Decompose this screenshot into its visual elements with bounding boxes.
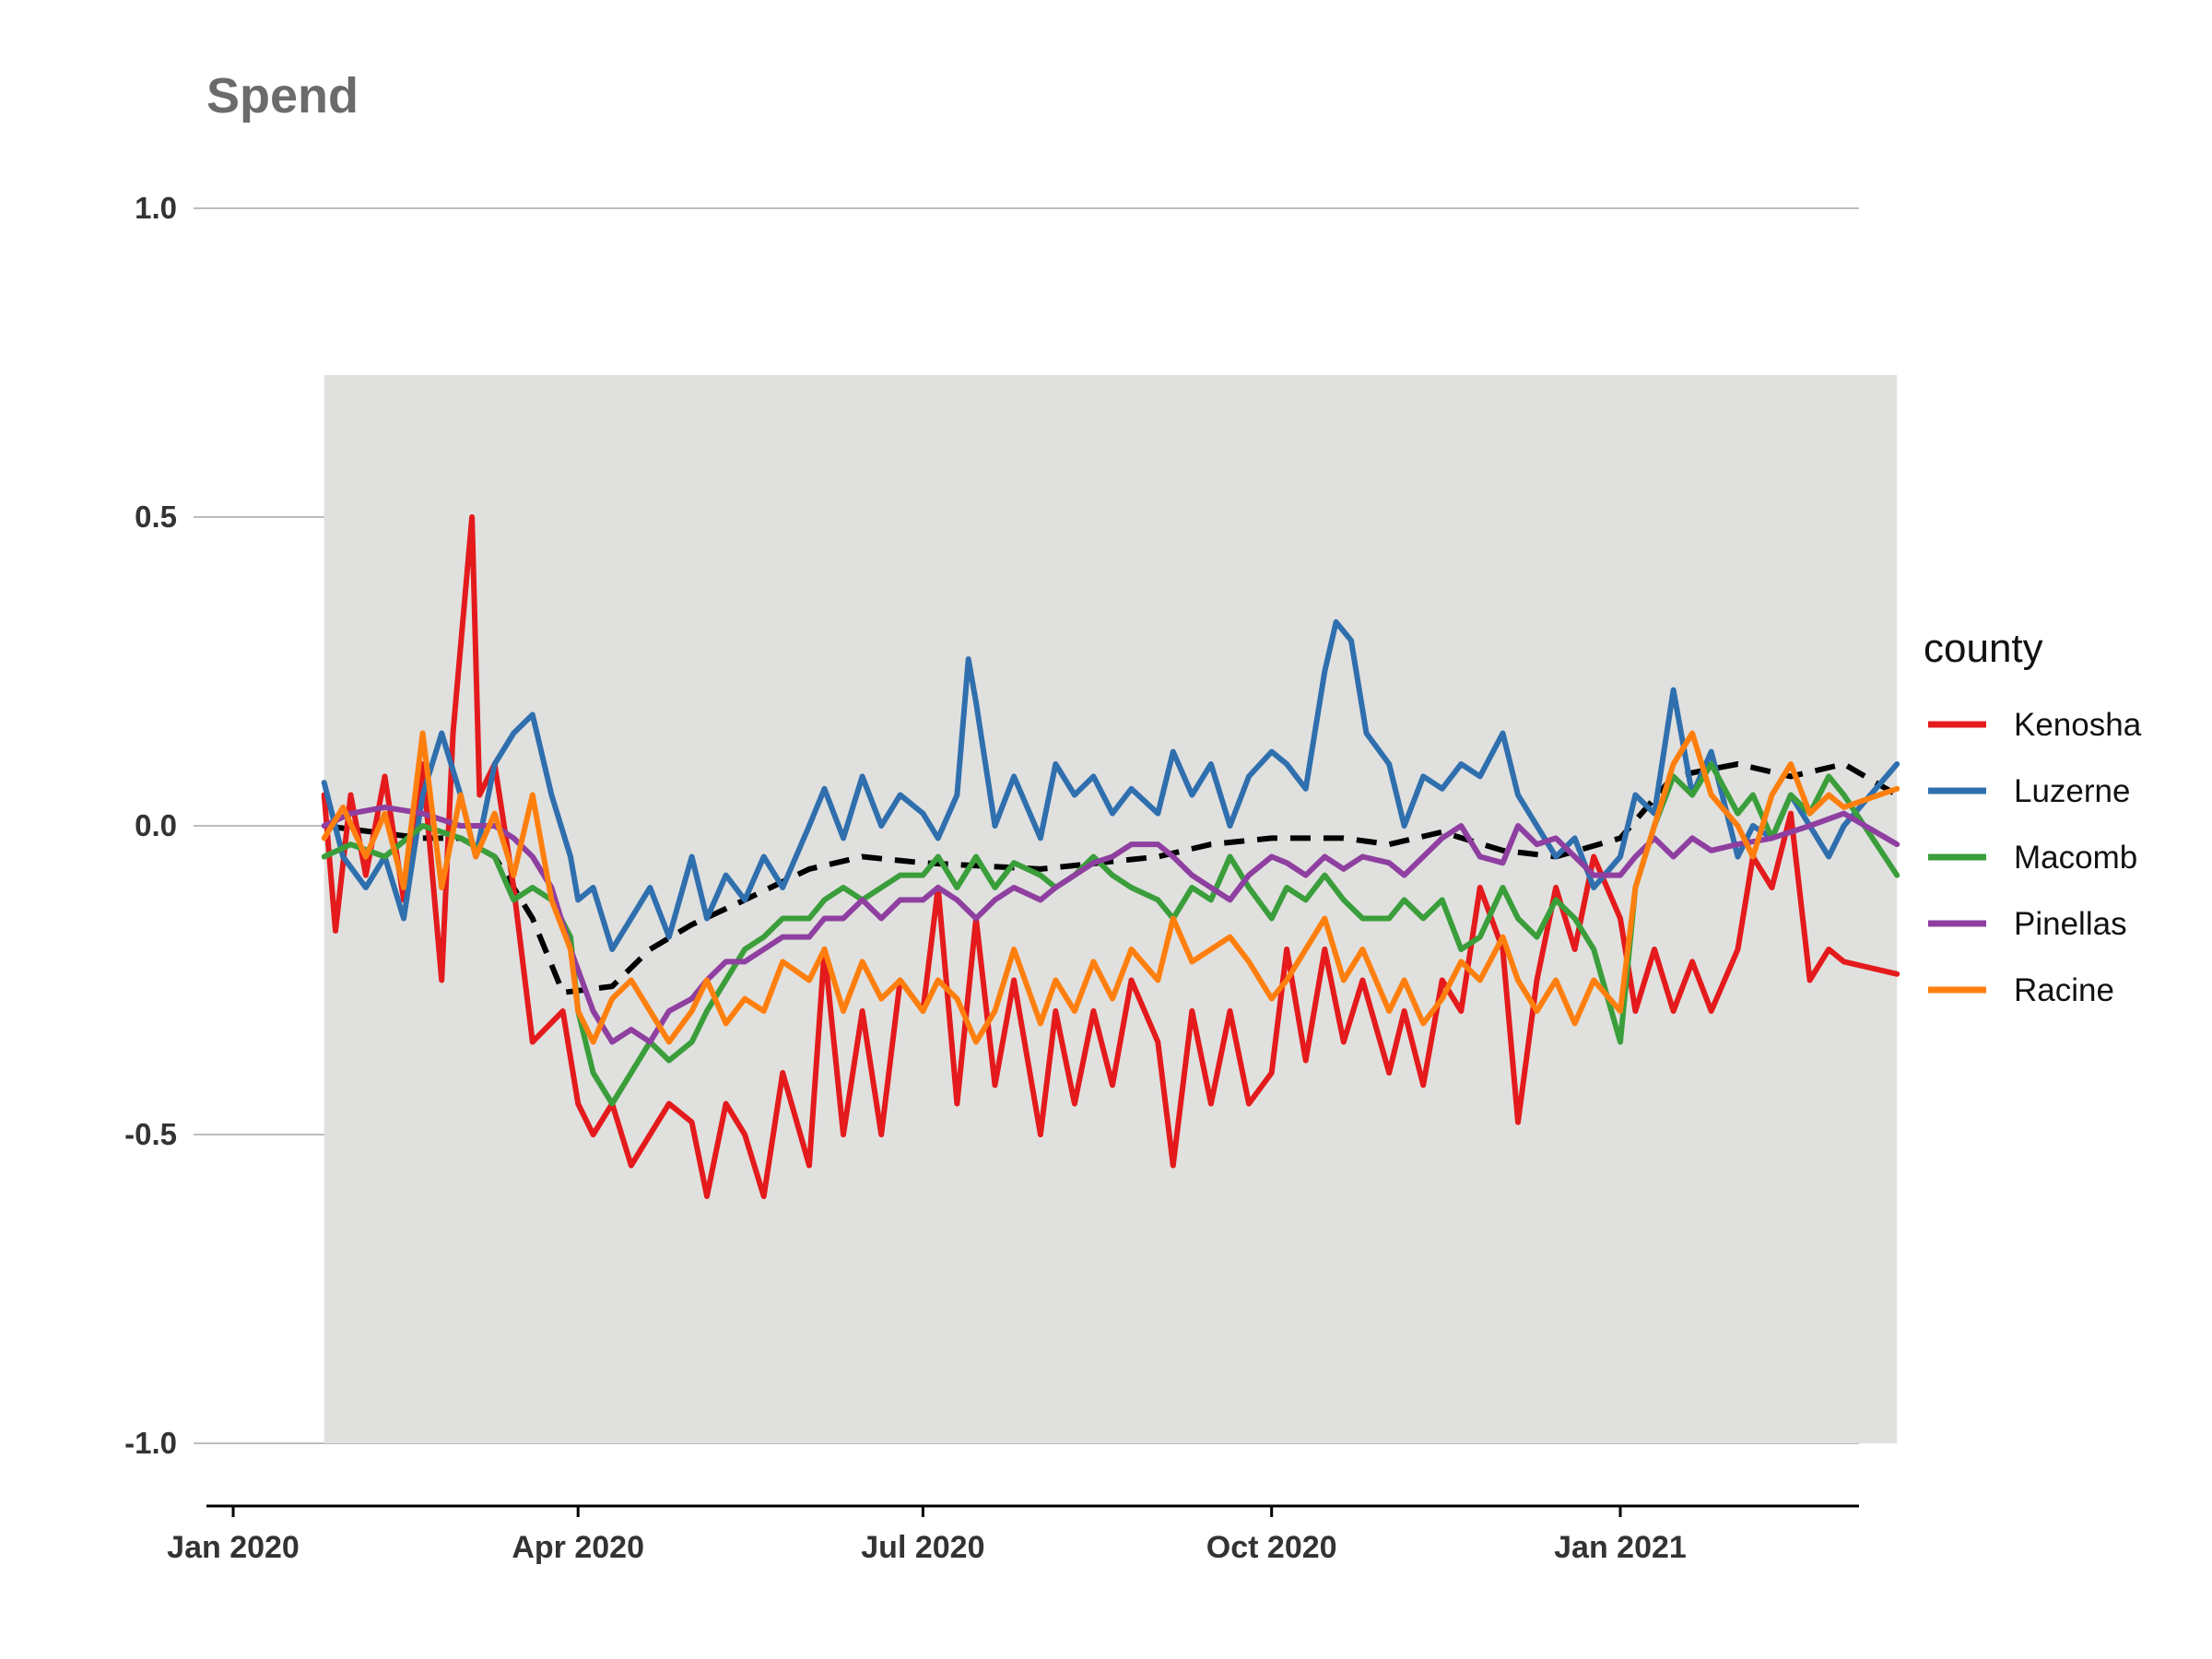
y-tick-label: -1.0 xyxy=(124,1426,177,1460)
series-line-pinellas xyxy=(321,804,1900,1045)
series-line-luzerne xyxy=(321,618,1900,952)
x-tick-label: Jan 2021 xyxy=(1554,1530,1687,1565)
legend-item-luzerne: Luzerne xyxy=(1928,773,2130,809)
y-tick-label: 0.0 xyxy=(135,808,177,842)
x-tick-label: Apr 2020 xyxy=(512,1530,644,1565)
y-tick-label: 0.5 xyxy=(135,500,177,534)
y-tick-labels: 1.0 0.5 0.0 -0.5 -1.0 xyxy=(124,191,177,1460)
y-tick-label: 1.0 xyxy=(135,191,177,225)
legend-items: Kenosha Luzerne Macomb Pinellas Racine xyxy=(1928,707,2142,1008)
legend-label: Luzerne xyxy=(2014,773,2130,809)
legend-item-pinellas: Pinellas xyxy=(1928,906,2127,942)
series-line-macomb xyxy=(321,761,1900,1107)
x-tick-label: Oct 2020 xyxy=(1206,1530,1337,1565)
chart-title: Spend xyxy=(206,68,359,124)
legend-label: Macomb xyxy=(2014,840,2137,876)
legend-item-macomb: Macomb xyxy=(1928,840,2137,876)
series-lines xyxy=(321,514,1900,1199)
legend-item-racine: Racine xyxy=(1928,972,2114,1008)
legend-item-kenosha: Kenosha xyxy=(1928,707,2142,743)
legend-label: Racine xyxy=(2014,972,2114,1008)
x-tick-labels: Jan 2020 Apr 2020 Jul 2020 Oct 2020 Jan 2021 xyxy=(167,1530,1687,1565)
x-tick-label: Jan 2020 xyxy=(167,1530,300,1565)
legend-title: county xyxy=(1924,626,2043,671)
legend-label: Pinellas xyxy=(2014,906,2127,942)
series-line-racine xyxy=(321,730,1900,1045)
x-tick-label: Jul 2020 xyxy=(861,1530,984,1565)
y-tick-label: -0.5 xyxy=(124,1117,177,1151)
legend-label: Kenosha xyxy=(2014,707,2142,743)
x-axis xyxy=(206,1504,1859,1517)
legend: county Kenosha Luzerne Macomb Pinellas Racin… xyxy=(1924,626,2142,1008)
